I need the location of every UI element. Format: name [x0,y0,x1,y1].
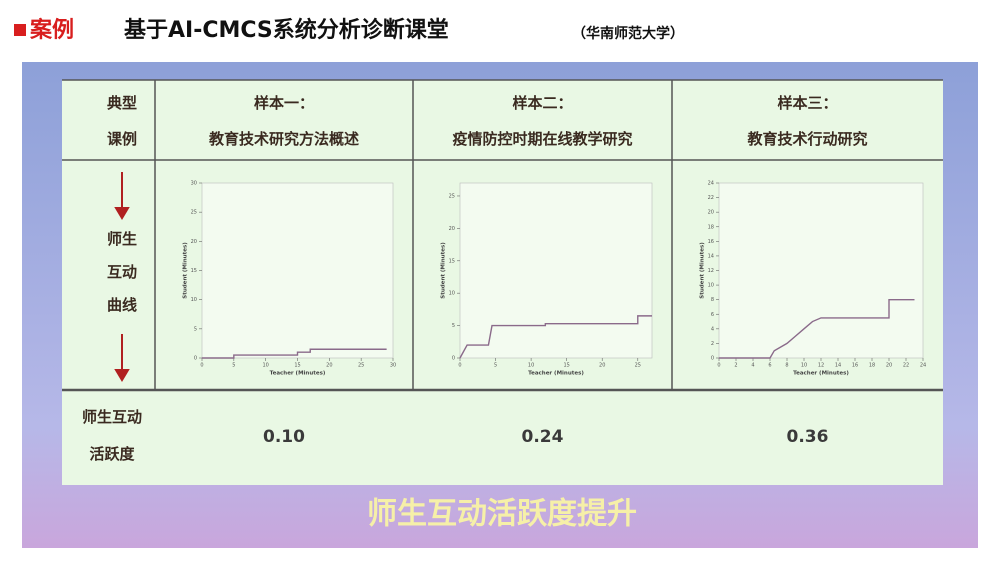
sample-topic: 疫情防控时期在线教学研究 [452,130,632,148]
plot-area [718,182,924,359]
x-tick-label: 2 [734,363,737,369]
x-tick-label: 0 [717,363,720,369]
x-tick-label: 24 [920,363,926,369]
y-tick-label: 12 [708,268,714,274]
row-label: 师生互动 [82,408,142,426]
line [459,315,652,359]
x-tick-label: 0 [458,363,461,369]
row-label: 典型 [107,94,137,112]
x-tick-label: 20 [599,363,605,369]
row-label: 师生 [107,230,137,248]
x-axis-label: Teacher (Minutes) [270,371,326,377]
sample-topic: 教育技术研究方法概述 [208,130,359,148]
row-label: 互动 [107,263,137,281]
x-tick-label: 20 [326,363,332,369]
y-tick-label: 10 [449,291,455,297]
x-tick-label: 8 [785,363,788,369]
plot-area [459,182,653,359]
x-tick-label: 6 [768,363,771,369]
title-tag: 案例 [29,17,74,43]
y-tick-label: 25 [449,193,455,199]
y-tick-label: 14 [708,253,714,259]
x-tick-label: 15 [294,363,300,369]
y-tick-label: 20 [708,210,714,216]
y-tick-label: 6 [711,312,714,318]
y-tick-label: 15 [191,268,197,274]
y-tick-label: 30 [191,181,197,187]
x-tick-label: 5 [232,363,235,369]
y-axis-label: Student (Minutes) [183,242,189,299]
x-tick-label: 16 [852,363,858,369]
x-tick-label: 12 [818,363,824,369]
x-tick-label: 5 [494,363,497,369]
sample-name: 样本一： [254,94,314,112]
x-tick-label: 25 [358,363,364,369]
x-tick-label: 10 [801,363,807,369]
activity-value: 0.10 [263,427,305,447]
y-tick-label: 24 [708,181,714,187]
plot-area [201,182,394,359]
x-axis-label: Teacher (Minutes) [528,371,584,377]
y-tick-label: 0 [711,356,714,362]
y-tick-label: 5 [452,323,455,329]
y-axis-label: Student (Minutes) [441,242,447,299]
y-tick-label: 10 [191,297,197,303]
y-tick-label: 18 [708,224,714,230]
title-affiliation: （华南师范大学） [572,25,684,42]
x-tick-label: 0 [200,363,203,369]
row-label: 曲线 [107,296,137,314]
y-tick-label: 20 [191,239,197,245]
sample-topic: 教育技术行动研究 [746,130,867,148]
x-tick-label: 14 [835,363,841,369]
y-tick-label: 0 [194,356,197,362]
y-tick-label: 20 [449,226,455,232]
y-tick-label: 15 [449,258,455,264]
line [719,298,915,359]
y-tick-label: 25 [191,210,197,216]
y-tick-label: 5 [194,326,197,332]
x-tick-label: 22 [903,363,909,369]
x-tick-label: 10 [528,363,534,369]
line [202,348,387,359]
y-axis-label: Student (Minutes) [700,242,706,299]
x-tick-label: 18 [869,363,875,369]
sample-name: 样本三： [777,94,837,112]
x-tick-label: 4 [751,363,754,369]
activity-value: 0.24 [522,427,564,447]
y-tick-label: 8 [711,297,714,303]
x-tick-label: 10 [262,363,268,369]
x-tick-label: 15 [563,363,569,369]
y-tick-label: 10 [708,283,714,289]
sample-name: 样本二： [512,94,572,112]
y-tick-label: 22 [708,195,714,201]
x-tick-label: 25 [635,363,641,369]
y-tick-label: 2 [711,341,714,347]
banner: 师生互动活跃度提升 [367,497,637,532]
x-axis-label: Teacher (Minutes) [793,371,849,377]
x-tick-label: 20 [886,363,892,369]
row-label: 课例 [107,130,137,148]
title: 基于AI-CMCS系统分析诊断课堂 [124,17,449,43]
x-tick-label: 30 [390,363,396,369]
y-tick-label: 16 [708,239,714,245]
activity-value: 0.36 [787,427,829,447]
flow-arrows [114,172,130,382]
y-tick-label: 4 [711,326,714,332]
y-tick-label: 0 [452,356,455,362]
row-label: 活跃度 [89,445,135,463]
table-lines [62,79,943,392]
title-marker [14,24,26,36]
